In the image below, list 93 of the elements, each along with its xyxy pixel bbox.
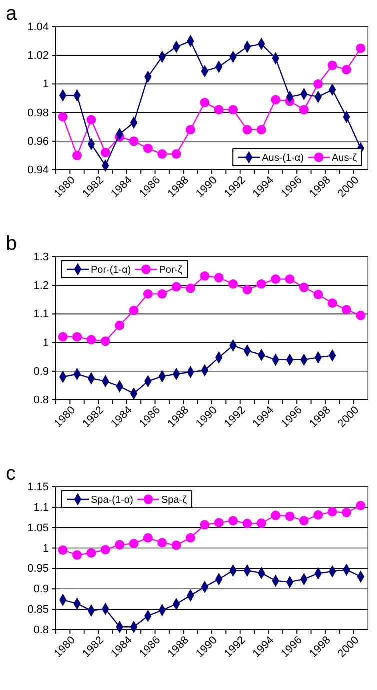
point — [342, 65, 352, 75]
y-tick-label: 0.95 — [28, 563, 49, 576]
point — [242, 285, 252, 295]
point — [271, 510, 281, 520]
point — [129, 136, 139, 146]
point — [186, 125, 196, 135]
point — [100, 148, 110, 158]
point — [200, 98, 210, 108]
y-tick-label: 0.98 — [28, 107, 49, 120]
legend-label: Por-ζ — [159, 265, 184, 276]
y-tick-label: 1.15 — [28, 482, 49, 494]
legend-label: Spa-ζ — [161, 495, 188, 506]
y-tick-label: 0.96 — [28, 136, 49, 148]
y-tick-label: 1.1 — [34, 308, 49, 321]
y-tick-label: 1.04 — [28, 22, 49, 34]
point — [58, 546, 68, 556]
point — [271, 274, 281, 284]
point — [86, 335, 96, 345]
point — [299, 516, 309, 526]
point — [271, 95, 281, 105]
y-tick-label: 1 — [42, 542, 49, 555]
chart-title: c — [6, 463, 16, 485]
point — [328, 60, 338, 70]
point — [172, 282, 182, 292]
point — [158, 538, 168, 548]
point — [129, 539, 139, 548]
legend-label: Spa-(1-α) — [91, 495, 134, 506]
point — [100, 545, 110, 555]
y-tick-label: 1.3 — [34, 252, 49, 264]
y-tick-label: 0.94 — [28, 164, 49, 177]
point — [200, 271, 210, 281]
point — [356, 501, 366, 511]
point — [172, 150, 182, 159]
point — [299, 105, 309, 115]
point — [115, 320, 125, 330]
point — [328, 507, 338, 517]
point — [356, 310, 366, 320]
chart-title: b — [6, 233, 18, 255]
legend-label: Por-(1-α) — [91, 265, 132, 276]
point — [228, 279, 238, 289]
point — [256, 125, 266, 135]
point — [143, 533, 153, 543]
point — [100, 336, 110, 346]
point — [158, 289, 168, 299]
y-tick-label: 1.02 — [28, 50, 49, 62]
y-tick-label: 1.05 — [28, 522, 49, 534]
point — [214, 518, 224, 528]
point — [328, 298, 338, 308]
point — [314, 290, 324, 300]
point — [314, 79, 324, 89]
y-tick-label: 1 — [42, 337, 49, 350]
point — [214, 105, 224, 115]
point — [158, 150, 168, 159]
point — [256, 279, 266, 289]
point — [285, 274, 295, 284]
point — [72, 150, 82, 160]
point — [143, 144, 153, 154]
point — [172, 540, 182, 550]
y-tick-label: 0.9 — [34, 584, 49, 596]
point — [58, 332, 68, 342]
point — [72, 550, 82, 560]
point — [214, 273, 224, 283]
point — [242, 519, 252, 528]
point — [285, 512, 295, 522]
point — [200, 520, 210, 530]
point — [228, 516, 238, 526]
point — [58, 112, 68, 122]
y-tick-label: 0.8 — [34, 624, 49, 637]
legend-label: Aus-ζ — [332, 153, 358, 164]
point — [299, 282, 309, 292]
point — [72, 332, 82, 342]
point — [86, 548, 96, 558]
point — [356, 44, 366, 54]
y-tick-label: 1 — [42, 78, 49, 91]
point — [129, 306, 139, 316]
chart-title: a — [6, 3, 18, 25]
point — [242, 125, 252, 135]
point — [143, 289, 153, 299]
y-tick-label: 1.1 — [34, 502, 49, 514]
point — [342, 305, 352, 315]
point — [342, 508, 352, 518]
point — [186, 533, 196, 543]
y-tick-label: 1.2 — [34, 280, 49, 292]
legend-label: Aus-(1-α) — [262, 153, 304, 164]
point — [256, 518, 266, 528]
point — [186, 284, 196, 294]
y-tick-label: 0.85 — [28, 604, 49, 616]
point — [115, 540, 125, 550]
point — [228, 105, 238, 115]
y-tick-label: 0.9 — [34, 366, 49, 378]
point — [314, 510, 324, 520]
point — [86, 115, 96, 125]
y-tick-label: 0.8 — [34, 394, 49, 407]
